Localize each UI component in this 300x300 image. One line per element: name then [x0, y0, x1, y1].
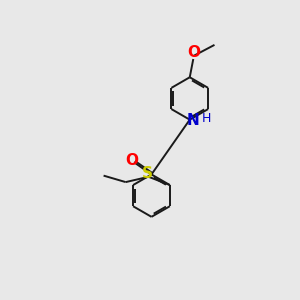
- Text: N: N: [187, 113, 200, 128]
- Text: O: O: [125, 153, 138, 168]
- Text: O: O: [187, 45, 200, 60]
- Text: H: H: [201, 112, 211, 125]
- Text: S: S: [142, 166, 153, 181]
